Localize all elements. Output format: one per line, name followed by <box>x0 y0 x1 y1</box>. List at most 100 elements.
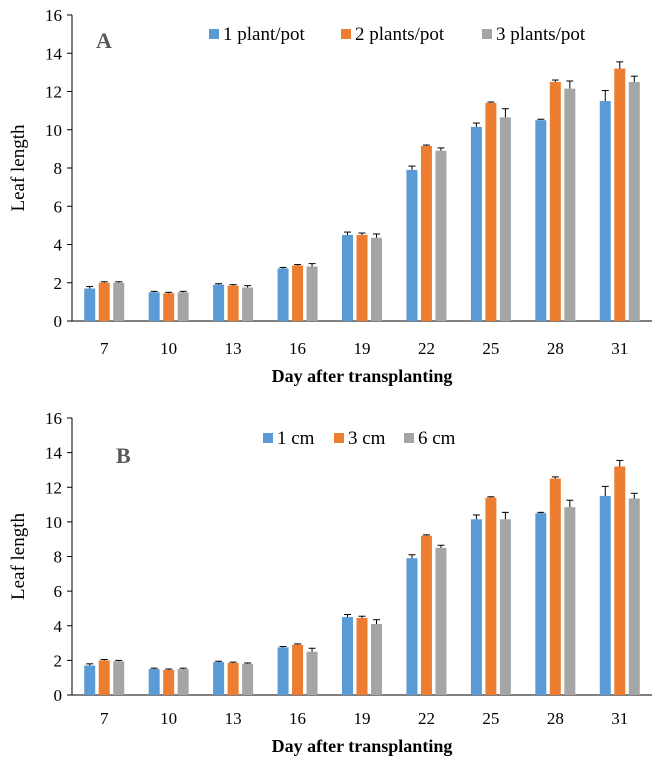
legend-swatch <box>404 433 414 443</box>
bar <box>628 498 640 695</box>
y-tick-label: 14 <box>45 444 63 463</box>
bar <box>163 293 175 321</box>
bar <box>371 237 382 321</box>
legend-swatch <box>334 433 344 443</box>
bar <box>599 495 611 695</box>
x-tick-label: 25 <box>482 339 499 358</box>
x-axis-title: Day after transplanting <box>272 736 453 756</box>
panel-label: B <box>116 443 131 468</box>
y-axis-title: Leaf length <box>8 124 29 212</box>
y-tick-label: 12 <box>45 478 62 497</box>
legend-label: 3 plants/pot <box>496 24 586 45</box>
legend-label: 3 cm <box>348 428 386 449</box>
x-axis-title: Day after transplanting <box>272 366 453 386</box>
bar <box>485 497 497 695</box>
bar <box>213 662 225 695</box>
y-tick-label: 16 <box>45 6 62 25</box>
bar <box>292 265 304 321</box>
panel-label: A <box>96 28 112 53</box>
x-tick-label: 28 <box>547 709 564 728</box>
x-tick-label: 28 <box>547 339 564 358</box>
bar <box>614 68 626 321</box>
y-tick-label: 4 <box>54 617 63 636</box>
bar <box>342 617 353 695</box>
bar <box>277 647 289 695</box>
bar <box>564 507 576 695</box>
legend-swatch <box>209 29 219 39</box>
bar <box>420 146 432 321</box>
bar <box>485 102 497 321</box>
y-tick-label: 8 <box>54 159 63 178</box>
x-tick-label: 31 <box>611 709 628 728</box>
x-tick-label: 25 <box>482 709 499 728</box>
bar <box>371 624 382 695</box>
chart-panel-b: 0 2 4 6 8 10 12 14 16 7 10 13 16 19 22 25 28 31 Day after … <box>8 409 652 756</box>
bar <box>98 282 110 321</box>
x-tick-label: 31 <box>611 339 628 358</box>
x-tick-label: 7 <box>100 339 109 358</box>
bar <box>227 662 239 695</box>
bar <box>535 120 547 321</box>
y-tick-label: 14 <box>45 44 63 63</box>
bar <box>113 282 125 321</box>
x-tick-label: 7 <box>100 709 109 728</box>
bar <box>535 513 547 695</box>
y-axis-title: Leaf length <box>8 512 29 600</box>
legend-label: 1 cm <box>277 428 315 449</box>
chart-panel-a: 0 2 4 6 8 10 12 14 16 7 10 13 16 19 22 25 28 31 Day after … <box>8 6 652 386</box>
y-tick-label: 10 <box>45 121 62 140</box>
legend-swatch <box>341 29 351 39</box>
x-tick-label: 19 <box>354 709 371 728</box>
bar <box>356 617 368 695</box>
bar <box>277 268 289 321</box>
x-tick-label: 22 <box>418 709 435 728</box>
y-tick-label: 2 <box>54 651 63 670</box>
bar <box>549 478 561 695</box>
x-tick-label: 13 <box>225 709 242 728</box>
bar <box>84 288 96 321</box>
bar <box>499 519 511 695</box>
bar <box>306 266 318 321</box>
bar <box>242 663 254 695</box>
bar <box>113 661 125 695</box>
legend-swatch <box>263 433 273 443</box>
bar <box>356 234 368 321</box>
bar <box>470 519 482 695</box>
y-tick-label: 0 <box>54 312 63 331</box>
y-tick-label: 8 <box>54 548 63 567</box>
x-tick-label: 10 <box>160 339 177 358</box>
y-tick-label: 2 <box>54 274 63 293</box>
y-tick-label: 16 <box>45 409 62 428</box>
bar <box>406 558 418 695</box>
x-tick-label: 22 <box>418 339 435 358</box>
bar <box>177 669 189 695</box>
bar <box>98 660 110 695</box>
x-tick-label: 19 <box>354 339 371 358</box>
bar <box>406 169 418 321</box>
bar <box>614 466 626 695</box>
bar <box>628 81 640 321</box>
bar <box>420 535 432 695</box>
x-tick-label: 16 <box>289 339 306 358</box>
bar <box>342 234 353 321</box>
bar <box>549 81 561 321</box>
bar <box>306 651 318 695</box>
legend-swatch <box>482 29 492 39</box>
y-tick-label: 4 <box>54 236 63 255</box>
bar <box>599 101 611 321</box>
legend-label: 6 cm <box>418 428 456 449</box>
bar <box>435 150 447 321</box>
y-tick-label: 12 <box>45 83 62 102</box>
x-tick-label: 13 <box>225 339 242 358</box>
legend-label: 2 plants/pot <box>355 24 445 45</box>
y-tick-label: 10 <box>45 513 62 532</box>
bar <box>163 669 175 695</box>
bar <box>227 285 239 321</box>
x-tick-label: 16 <box>289 709 306 728</box>
bar <box>292 644 304 695</box>
bar <box>242 287 254 321</box>
bar <box>564 88 576 321</box>
bar <box>213 284 225 321</box>
bar <box>84 665 96 695</box>
